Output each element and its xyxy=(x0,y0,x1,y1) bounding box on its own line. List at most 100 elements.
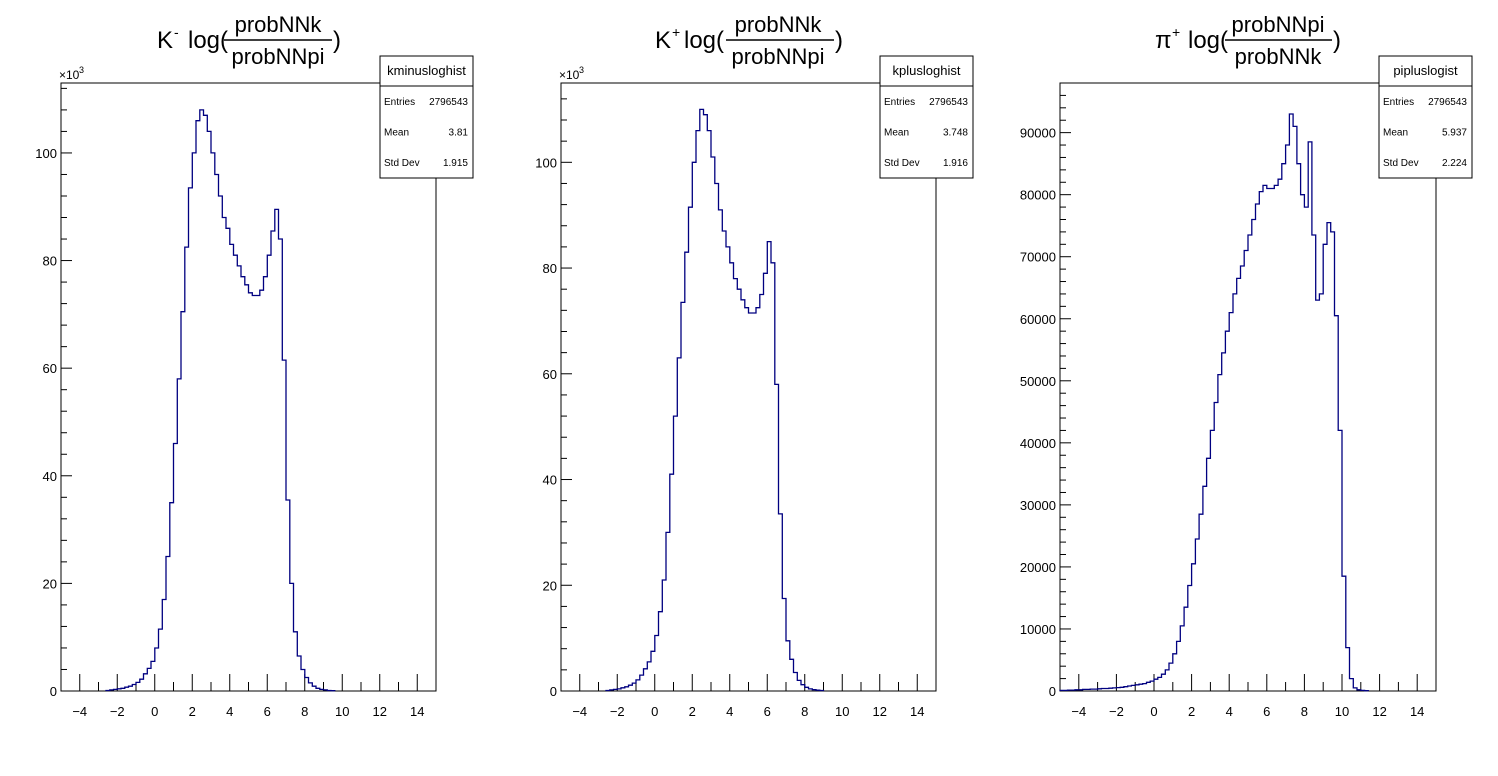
histogram-panel-kplus: 0 20 40 60 80 100 ×10 3 −4 −2 0 2 4 6 8 10 12 14 K + log(pro… xyxy=(535,12,974,719)
histogram-line xyxy=(105,109,336,692)
x-tick-label: 8 xyxy=(301,704,308,719)
y-tick-label: 100 xyxy=(535,155,557,170)
y-tick-label: 30000 xyxy=(1020,498,1056,513)
x-tick-label: 10 xyxy=(1335,704,1349,719)
x-tick-label: 4 xyxy=(226,704,233,719)
title-numerator: probNNk xyxy=(235,12,323,37)
y-exponent-power: 3 xyxy=(79,65,84,75)
x-tick-label: −2 xyxy=(1109,704,1124,719)
y-tick-label: 50000 xyxy=(1020,374,1056,389)
stats-label: Entries xyxy=(1383,97,1414,108)
x-tick-label: 4 xyxy=(726,704,733,719)
x-tick-label: 6 xyxy=(764,704,771,719)
y-tick-label: 0 xyxy=(50,684,57,699)
stats-box xyxy=(379,55,474,179)
x-tick-label: 14 xyxy=(410,704,424,719)
stats-label: Std Dev xyxy=(384,158,420,169)
title-numerator: probNNk xyxy=(735,12,823,37)
stats-value: 2.224 xyxy=(1442,158,1467,169)
x-tick-label: 10 xyxy=(835,704,849,719)
y-exponent-label: ×10 xyxy=(59,68,80,82)
x-tick-label: 6 xyxy=(264,704,271,719)
x-tick-label: −4 xyxy=(72,704,87,719)
x-tick-label: −4 xyxy=(572,704,587,719)
y-tick-label: 20 xyxy=(543,578,557,593)
stats-value: 1.915 xyxy=(443,158,468,169)
title-function: log( xyxy=(684,27,724,54)
title-close-paren: ) xyxy=(333,27,341,54)
title-numerator: probNNpi xyxy=(1232,12,1325,37)
x-tick-label: −2 xyxy=(610,704,625,719)
stats-value: 5.937 xyxy=(1442,128,1467,139)
stats-name: pipluslogist xyxy=(1393,63,1458,78)
stats-value: 3.81 xyxy=(449,128,469,139)
y-tick-label: 60000 xyxy=(1020,312,1056,327)
title-close-paren: ) xyxy=(1333,27,1341,54)
title-function: log( xyxy=(188,27,228,54)
stats-box xyxy=(879,55,974,179)
stats-label: Entries xyxy=(884,97,915,108)
x-tick-label: 0 xyxy=(651,704,658,719)
title-denominator: probNNpi xyxy=(732,44,825,69)
y-tick-label: 20000 xyxy=(1020,560,1056,575)
stats-name: kplusloghist xyxy=(893,63,961,78)
stats-label: Std Dev xyxy=(884,158,920,169)
x-tick-label: 12 xyxy=(373,704,387,719)
y-tick-label: 0 xyxy=(1049,684,1056,699)
stats-label: Mean xyxy=(884,128,909,139)
stats-name: kminusloghist xyxy=(387,63,466,78)
y-tick-label: 60 xyxy=(43,361,57,376)
title-close-paren: ) xyxy=(835,27,843,54)
x-tick-label: 14 xyxy=(910,704,924,719)
title-charge: + xyxy=(1172,24,1180,40)
y-tick-label: 40 xyxy=(43,469,57,484)
stats-value: 2796543 xyxy=(429,97,468,108)
title-denominator: probNNpi xyxy=(232,44,325,69)
y-tick-label: 80 xyxy=(543,261,557,276)
y-exponent-label: ×10 xyxy=(559,68,580,82)
title-particle: K xyxy=(157,27,173,54)
y-tick-label: 40 xyxy=(543,473,557,488)
stats-label: Mean xyxy=(384,128,409,139)
y-tick-label: 40000 xyxy=(1020,436,1056,451)
x-tick-label: 14 xyxy=(1410,704,1424,719)
title-particle: K xyxy=(655,27,671,54)
title-function: log( xyxy=(1188,27,1228,54)
histogram-line xyxy=(605,108,825,692)
x-tick-label: 12 xyxy=(1372,704,1386,719)
y-tick-label: 10000 xyxy=(1020,622,1056,637)
x-tick-label: 2 xyxy=(189,704,196,719)
x-tick-label: 2 xyxy=(1188,704,1195,719)
histogram-line xyxy=(1059,113,1369,692)
y-tick-label: 70000 xyxy=(1020,250,1056,265)
y-tick-label: 0 xyxy=(550,684,557,699)
stats-label: Std Dev xyxy=(1383,158,1419,169)
y-exponent-power: 3 xyxy=(579,65,584,75)
x-tick-label: 4 xyxy=(1226,704,1233,719)
stats-value: 1.916 xyxy=(943,158,968,169)
x-tick-label: 2 xyxy=(689,704,696,719)
stats-value: 3.748 xyxy=(943,128,968,139)
x-tick-label: 8 xyxy=(1301,704,1308,719)
y-tick-label: 80000 xyxy=(1020,188,1056,203)
x-tick-label: 12 xyxy=(873,704,887,719)
stats-label: Mean xyxy=(1383,128,1408,139)
x-tick-label: 6 xyxy=(1263,704,1270,719)
x-tick-label: −2 xyxy=(110,704,125,719)
title-charge: - xyxy=(174,24,179,40)
x-tick-label: 10 xyxy=(335,704,349,719)
y-tick-label: 100 xyxy=(35,146,57,161)
y-tick-label: 90000 xyxy=(1020,126,1056,141)
stats-value: 2796543 xyxy=(1428,97,1467,108)
y-tick-label: 60 xyxy=(543,367,557,382)
stats-box xyxy=(1378,55,1473,179)
title-particle: π xyxy=(1155,27,1172,54)
stats-label: Entries xyxy=(384,97,415,108)
x-tick-label: 0 xyxy=(151,704,158,719)
x-tick-label: 8 xyxy=(801,704,808,719)
x-tick-label: −4 xyxy=(1071,704,1086,719)
stats-value: 2796543 xyxy=(929,97,968,108)
title-denominator: probNNk xyxy=(1235,44,1323,69)
